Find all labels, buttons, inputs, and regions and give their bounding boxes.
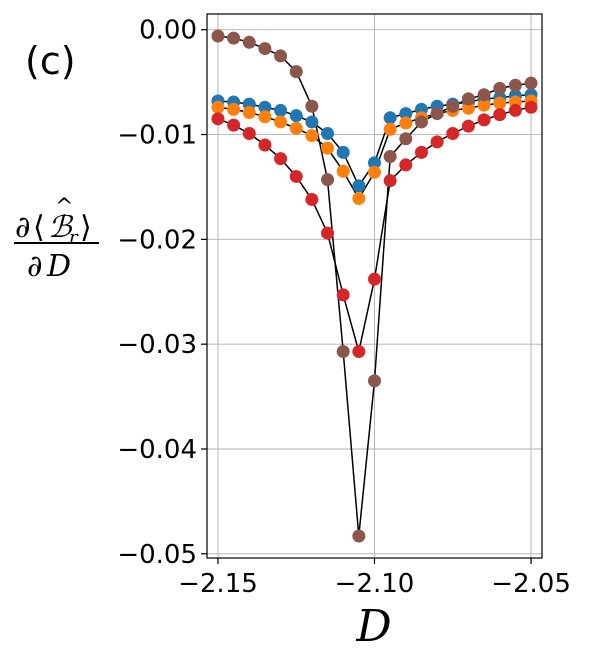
series-3-point (305, 193, 319, 207)
series-4-point (477, 88, 491, 102)
x-tick-label: −2.15 (178, 569, 258, 599)
series-1-point (258, 100, 272, 114)
series-4-point (211, 29, 225, 43)
panel-label: (c) (25, 39, 76, 83)
series-2-point (477, 98, 491, 112)
series-4-point (336, 345, 350, 359)
y-tick-label: −0.04 (117, 435, 197, 465)
series-3-point (461, 119, 475, 133)
series-1-point (336, 145, 350, 159)
y-label-open-angle: ⟨ (33, 210, 45, 245)
series-2-point (289, 121, 303, 135)
series-3-point (368, 272, 381, 286)
series-1-point (274, 103, 288, 117)
series-4-point (524, 76, 538, 90)
series-3-point (321, 226, 335, 240)
series-2-point (227, 102, 241, 116)
y-label-denominator-symbol: D (46, 249, 71, 284)
y-tick-label: −0.05 (117, 540, 197, 570)
series-3-point (336, 288, 350, 302)
series-4-point (414, 115, 428, 129)
y-label-close-angle: ⟩ (80, 210, 92, 245)
series-4-point (368, 374, 381, 388)
y-label-numerator-partial: ∂ (15, 210, 31, 245)
series-4-point (289, 65, 303, 79)
series-3-point (493, 108, 507, 122)
series-4-point (242, 35, 256, 49)
series-markers (211, 29, 538, 543)
series-1-point (399, 107, 413, 121)
series-3-point (414, 145, 428, 159)
series-2-point (258, 110, 272, 124)
grid-lines (207, 14, 542, 558)
series-1-point (321, 126, 335, 140)
series-3-point (352, 345, 366, 359)
x-tick-label: −2.05 (491, 569, 571, 599)
series-4-point (352, 529, 366, 543)
axis-ticks (201, 29, 532, 564)
x-axis-label: D (355, 601, 391, 652)
series-4-point (258, 42, 272, 56)
series-3-point (477, 113, 491, 127)
series-3-point (211, 112, 225, 126)
series-3-point (274, 152, 288, 166)
y-tick-label: −0.02 (117, 225, 197, 255)
y-label-hat: ^ (55, 195, 73, 220)
axis-tick-labels: −2.15 −2.10 −2.05 0.00 −0.01 −0.02 −0.03 −0.04 −… (117, 16, 571, 599)
series-2-point (461, 101, 475, 115)
series-2-point (242, 106, 256, 120)
series-3-point (258, 138, 272, 152)
series-2-point (305, 129, 319, 143)
y-label-symbol: ℬ (48, 210, 74, 245)
series-3-point (524, 100, 538, 114)
series-2-point (336, 164, 350, 178)
series-3-point (227, 118, 241, 132)
series-3-point (508, 103, 522, 117)
series-4-point (383, 150, 397, 164)
series-2-point (211, 100, 225, 114)
series-4-point (227, 31, 241, 45)
series-4-point (399, 132, 413, 146)
series-4-point (446, 99, 460, 113)
series-1-point (368, 156, 381, 170)
y-tick-label: 0.00 (139, 16, 197, 46)
series-2-point (368, 165, 381, 179)
series-3-point (383, 174, 397, 188)
series-1-point (383, 111, 397, 125)
series-3-point (430, 135, 444, 149)
series-2-point (321, 141, 335, 155)
y-tick-label: −0.03 (117, 330, 197, 360)
series-2-point (399, 116, 413, 130)
series-3-point (242, 126, 256, 140)
series-3-point (399, 158, 413, 172)
series-4-point (493, 81, 507, 95)
series-2-point (383, 122, 397, 136)
series-4-point (430, 107, 444, 121)
series-4-point (461, 92, 475, 106)
series-1-point (352, 179, 366, 193)
y-axis-label: ∂ ⟨ ℬ ^ r ⟩ ∂ D (14, 195, 99, 284)
series-1-point (289, 109, 303, 123)
series-2-point (493, 96, 507, 110)
series-1-point (305, 115, 319, 129)
series-4-point (321, 173, 335, 187)
y-label-denominator-partial: ∂ (27, 249, 43, 284)
series-3-point (446, 126, 460, 140)
series-4-point (508, 78, 522, 92)
series-2-point (274, 115, 288, 129)
y-tick-label: −0.01 (117, 121, 197, 151)
x-tick-label: −2.10 (335, 569, 415, 599)
series-3-point (289, 169, 303, 183)
series-4-point (274, 49, 288, 63)
series-4-point (305, 99, 319, 113)
y-label-subscript: r (69, 227, 79, 248)
series-2-point (352, 191, 366, 205)
